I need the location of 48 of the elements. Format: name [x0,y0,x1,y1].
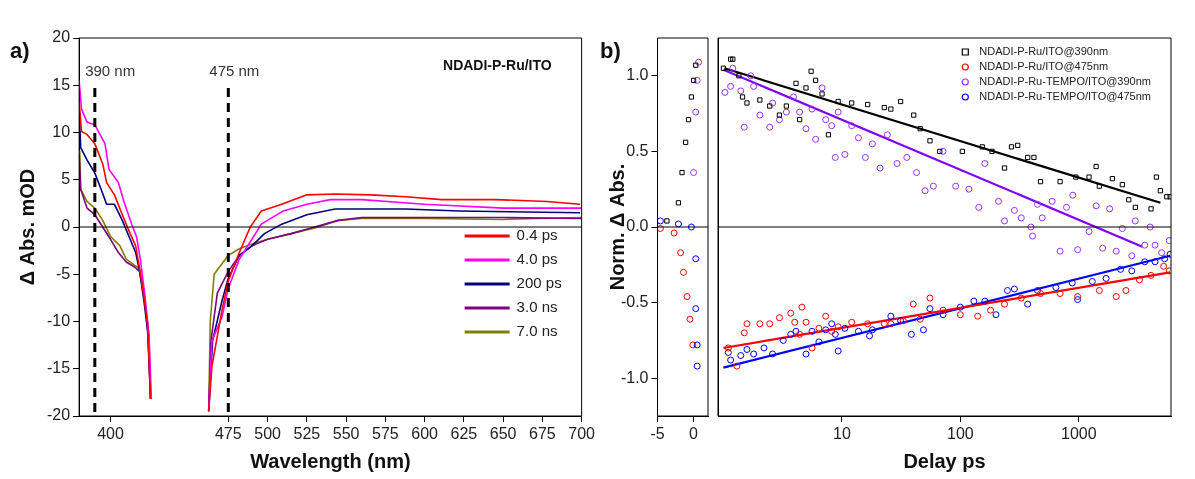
y-tick-label: -1.0 [620,368,649,386]
x-tick-label: 550 [332,425,360,443]
text: a) [10,38,30,63]
legend-label: 7.0 ns [516,322,558,340]
y-tick-label: 5 [61,170,71,188]
legend-label: 0.4 ps [516,226,558,244]
x-tick-label: 625 [450,425,478,443]
y-tick-label: 15 [52,75,71,93]
x-tick-label: 650 [489,425,517,443]
ref-line-label: 475 nm [209,62,260,79]
y-tick-label: 0.0 [626,217,649,235]
x-tick-label: 100 [947,425,974,443]
x-tick-label: 575 [372,425,399,443]
x-tick-label: 10 [832,425,851,443]
y-tick-label: -0.5 [620,293,649,311]
x-tick-label: 525 [293,425,321,443]
legend-label: 4.0 ps [516,250,558,268]
y-axis-title: Norm. Δ Abs. [605,163,628,291]
legend-label: 200 ps [516,274,562,292]
legend-label: NDADI-P-Ru/ITO@390nm [979,45,1109,58]
x-tick-label: 700 [568,425,596,443]
y-tick-label: 20 [52,28,71,46]
x-tick-label: 0 [689,425,699,443]
x-tick-label: 1000 [1061,425,1097,443]
y-axis-title: Δ Abs. mOD [15,168,38,286]
y-tick-label: -20 [47,406,71,424]
y-tick-label: -5 [55,264,71,282]
annotation: NDADI-P-Ru/ITO [443,57,552,73]
y-tick-label: 0 [61,217,71,235]
x-tick-label: -5 [650,425,665,443]
y-tick-label: -10 [47,311,71,329]
legend-label: NDADI-P-Ru/ITO@475nm [979,60,1109,73]
text: b) [600,38,621,63]
x-axis-title: Delay ps [903,449,986,472]
x-tick-label: 600 [411,425,439,443]
legend-label: 3.0 ns [516,298,558,316]
x-tick-label: 400 [97,425,124,443]
x-tick-label: 475 [214,425,242,443]
y-tick-label: 0.5 [626,141,649,159]
y-tick-label: 1.0 [626,66,649,84]
legend-label: NDADI-P-Ru-TEMPO/ITO@390nm [979,75,1151,88]
x-tick-label: 500 [254,425,282,443]
x-axis-title: Wavelength (nm) [250,449,411,472]
y-tick-label: 10 [52,122,71,140]
ref-line-label: 390 nm [85,62,136,79]
x-tick-label: 675 [529,425,556,443]
legend-label: NDADI-P-Ru-TEMPO/ITO@475nm [979,90,1151,103]
y-tick-label: -15 [47,359,71,377]
